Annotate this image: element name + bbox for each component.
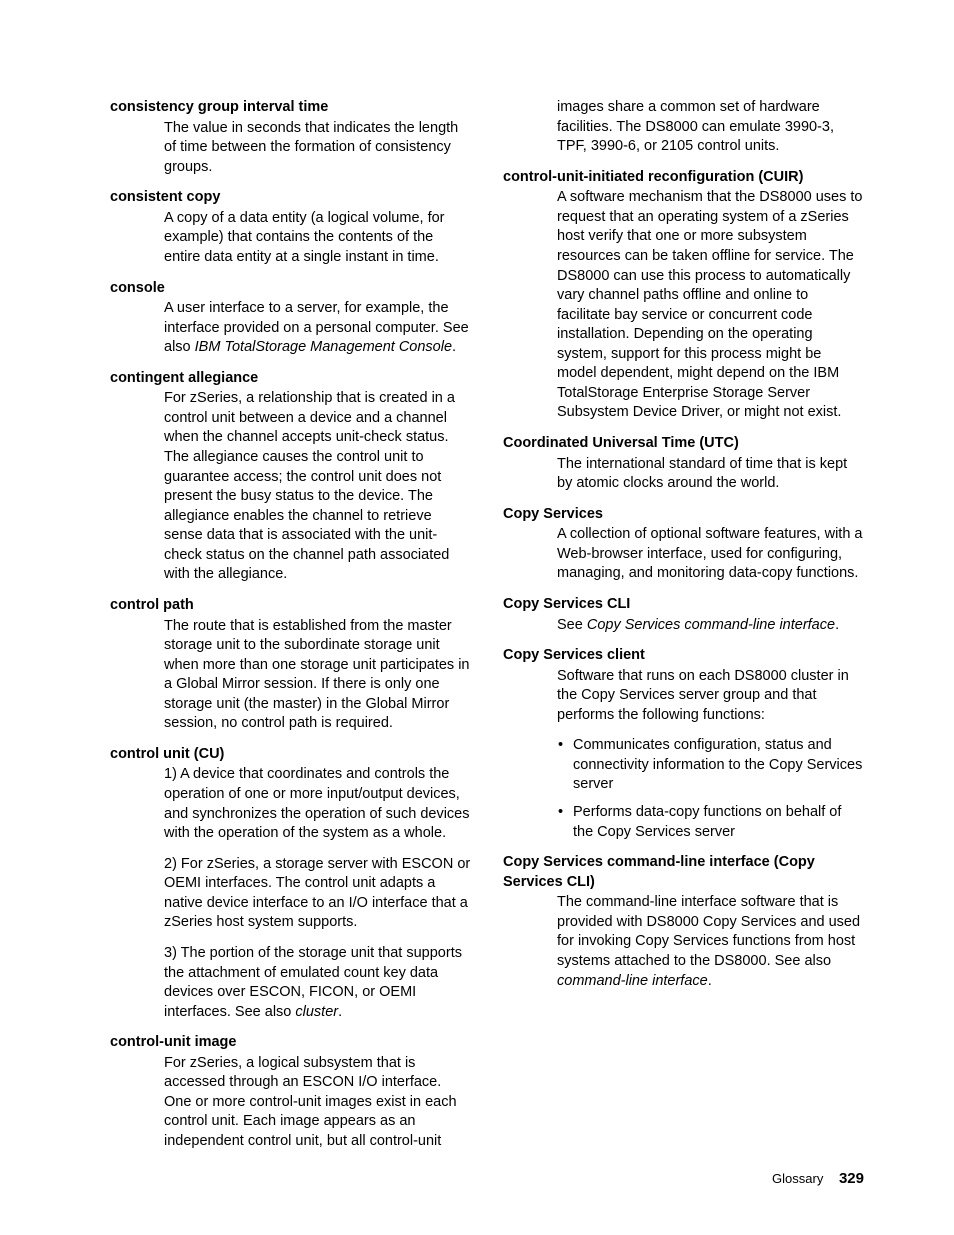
glossary-term: Copy Services [503, 505, 864, 525]
text-run: . [452, 339, 456, 355]
glossary-entry: control-unit-initiated reconfiguration (… [503, 168, 864, 423]
definition-paragraph: See Copy Services command-line interface… [557, 616, 864, 636]
glossary-term: contingent allegiance [110, 369, 471, 389]
glossary-definition: For zSeries, a relationship that is crea… [164, 389, 471, 585]
text-run: The value in seconds that indicates the … [164, 120, 458, 175]
glossary-definition: The value in seconds that indicates the … [164, 119, 471, 178]
definition-paragraph: A copy of a data entity (a logical volum… [164, 209, 471, 268]
italic-run: command-line interface [557, 973, 708, 989]
text-run: A copy of a data entity (a logical volum… [164, 210, 444, 265]
glossary-entry: Copy ServicesA collection of optional so… [503, 505, 864, 584]
glossary-term: Coordinated Universal Time (UTC) [503, 434, 864, 454]
text-run: The route that is established from the m… [164, 618, 470, 732]
glossary-term: consistency group interval time [110, 98, 471, 118]
text-run: For zSeries, a relationship that is crea… [164, 390, 455, 582]
glossary-term: control unit (CU) [110, 745, 471, 765]
glossary-definition: A copy of a data entity (a logical volum… [164, 209, 471, 268]
glossary-entry: control pathThe route that is establishe… [110, 596, 471, 734]
text-run: A software mechanism that the DS8000 use… [557, 189, 862, 420]
glossary-term: control-unit image [110, 1033, 471, 1053]
text-run: Performs data-copy functions on behalf o… [573, 804, 841, 840]
text-run: . [708, 973, 712, 989]
glossary-term: control-unit-initiated reconfiguration (… [503, 168, 864, 188]
text-run: Communicates configuration, status and c… [573, 737, 862, 792]
glossary-entry: consistency group interval timeThe value… [110, 98, 471, 177]
glossary-entry: Coordinated Universal Time (UTC)The inte… [503, 434, 864, 494]
text-run: Software that runs on each DS8000 cluste… [557, 668, 849, 723]
glossary-entry: Copy Services clientSoftware that runs o… [503, 646, 864, 842]
text-run: The command-line interface software that… [557, 894, 860, 969]
footer-label: Glossary [772, 1171, 823, 1186]
glossary-term: consistent copy [110, 188, 471, 208]
italic-run: cluster [295, 1004, 338, 1020]
page-number: 329 [839, 1170, 864, 1187]
text-run: The international standard of time that … [557, 456, 847, 492]
glossary-term: Copy Services command-line interface (Co… [503, 853, 864, 892]
text-run: 1) A device that coordinates and control… [164, 766, 470, 841]
glossary-definition: A software mechanism that the DS8000 use… [557, 188, 864, 423]
glossary-definition: The route that is established from the m… [164, 617, 471, 734]
definition-list-item: Performs data-copy functions on behalf o… [557, 803, 864, 842]
glossary-entry: consistent copyA copy of a data entity (… [110, 188, 471, 267]
glossary-entry: Copy Services CLISee Copy Services comma… [503, 595, 864, 635]
glossary-entry: contingent allegianceFor zSeries, a rela… [110, 369, 471, 585]
definition-paragraph: 1) A device that coordinates and control… [164, 765, 471, 843]
definition-paragraph: The command-line interface software that… [557, 893, 864, 991]
glossary-term: console [110, 279, 471, 299]
glossary-definition: See Copy Services command-line interface… [557, 616, 864, 636]
definition-paragraph: 2) For zSeries, a storage server with ES… [164, 855, 471, 933]
glossary-entry: consoleA user interface to a server, for… [110, 279, 471, 358]
glossary-term: Copy Services client [503, 646, 864, 666]
glossary-term: control path [110, 596, 471, 616]
definition-paragraph: 3) The portion of the storage unit that … [164, 944, 471, 1022]
glossary-definition: Software that runs on each DS8000 cluste… [557, 667, 864, 843]
definition-paragraph: For zSeries, a relationship that is crea… [164, 389, 471, 585]
text-run: See [557, 617, 587, 633]
text-run: A collection of optional software featur… [557, 526, 862, 581]
text-run: . [338, 1004, 342, 1020]
definition-list-item: Communicates configuration, status and c… [557, 736, 864, 795]
definition-paragraph: A software mechanism that the DS8000 use… [557, 188, 864, 423]
glossary-definition: 1) A device that coordinates and control… [164, 765, 471, 1022]
italic-run: IBM TotalStorage Management Console [195, 339, 452, 355]
glossary-definition: A collection of optional software featur… [557, 525, 864, 584]
glossary-definition: The international standard of time that … [557, 455, 864, 494]
definition-paragraph: Software that runs on each DS8000 cluste… [557, 667, 864, 726]
definition-paragraph: The route that is established from the m… [164, 617, 471, 734]
glossary-definition: A user interface to a server, for exampl… [164, 299, 471, 358]
definition-paragraph: A user interface to a server, for exampl… [164, 299, 471, 358]
definition-paragraph: A collection of optional software featur… [557, 525, 864, 584]
text-run: 2) For zSeries, a storage server with ES… [164, 856, 470, 931]
glossary-term: Copy Services CLI [503, 595, 864, 615]
glossary-definition: The command-line interface software that… [557, 893, 864, 991]
glossary-entry: control unit (CU)1) A device that coordi… [110, 745, 471, 1022]
definition-list: Communicates configuration, status and c… [557, 736, 864, 842]
text-run: . [835, 617, 839, 633]
definition-paragraph: The value in seconds that indicates the … [164, 119, 471, 178]
glossary-entry: Copy Services command-line interface (Co… [503, 853, 864, 991]
italic-run: Copy Services command-line interface [587, 617, 835, 633]
definition-paragraph: The international standard of time that … [557, 455, 864, 494]
page-footer: Glossary 329 [772, 1169, 864, 1189]
glossary-columns: consistency group interval timeThe value… [110, 98, 864, 1158]
